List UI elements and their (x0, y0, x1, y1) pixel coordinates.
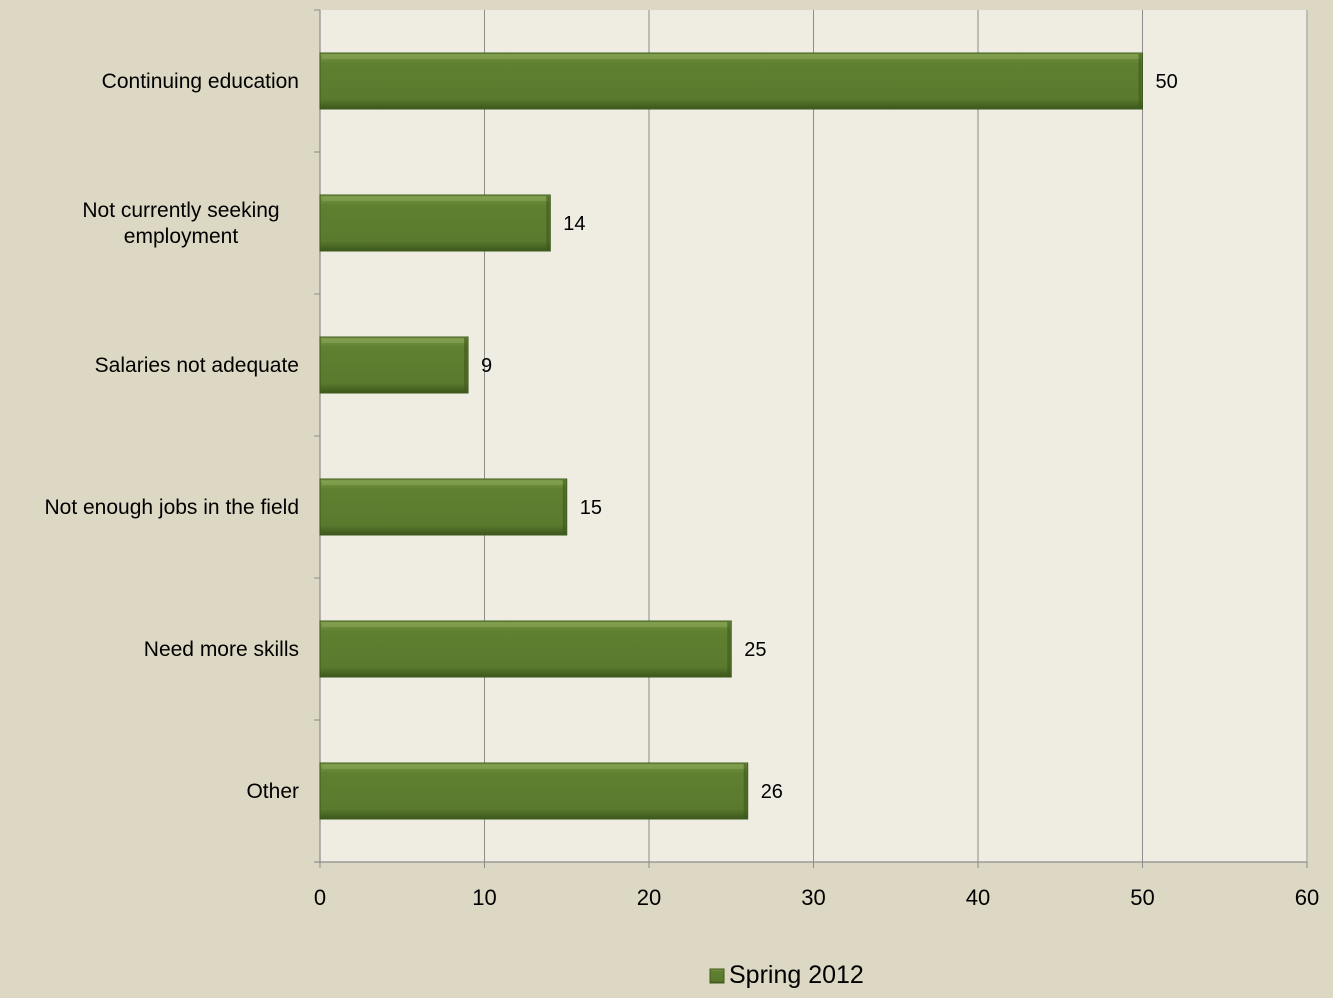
bar-highlight (322, 623, 730, 627)
bar (319, 194, 551, 252)
bar-edge (743, 764, 747, 818)
category-label: Continuing education (102, 70, 299, 93)
bar-edge (727, 622, 731, 676)
bar-highlight (322, 765, 746, 769)
bar (319, 336, 469, 394)
axes (314, 9, 1308, 868)
category-label: employment (124, 225, 239, 248)
gridlines (484, 10, 1308, 862)
legend-label: Spring 2012 (729, 961, 864, 989)
x-tick-label: 30 (801, 885, 825, 910)
category-label: Other (246, 780, 299, 803)
bar (319, 52, 1143, 110)
bars (319, 52, 1143, 820)
data-label: 14 (563, 213, 585, 235)
category-label: Not enough jobs in the field (44, 496, 299, 519)
category-label: Not currently seeking (82, 199, 279, 222)
bar-edge (1138, 54, 1142, 108)
bar-highlight (322, 55, 1141, 59)
bar-edge (464, 338, 468, 392)
labels: 0 10 20 30 40 50 60 50 Continuing education 14 Not… (44, 70, 1319, 910)
legend: Spring 2012 (709, 961, 864, 989)
data-label: 26 (761, 781, 783, 803)
bar (319, 762, 749, 820)
category-label: Salaries not adequate (95, 354, 299, 377)
legend-swatch (709, 968, 725, 984)
bar (319, 620, 732, 678)
bar-highlight (322, 339, 467, 343)
bar (319, 478, 568, 536)
x-tick-label: 10 (472, 885, 496, 910)
x-tick-label: 60 (1295, 885, 1319, 910)
x-tick-label: 40 (966, 885, 990, 910)
bar-highlight (322, 481, 565, 485)
data-label: 9 (481, 355, 492, 377)
x-tick-label: 20 (637, 885, 661, 910)
x-tick-label: 50 (1130, 885, 1154, 910)
bar-edge (562, 480, 566, 534)
data-label: 25 (744, 639, 766, 661)
data-label: 15 (580, 497, 602, 519)
bar-edge (546, 196, 550, 250)
data-label: 50 (1156, 71, 1178, 93)
category-label: Need more skills (144, 638, 299, 661)
bar-highlight (322, 197, 549, 201)
x-tick-label: 0 (314, 885, 326, 910)
